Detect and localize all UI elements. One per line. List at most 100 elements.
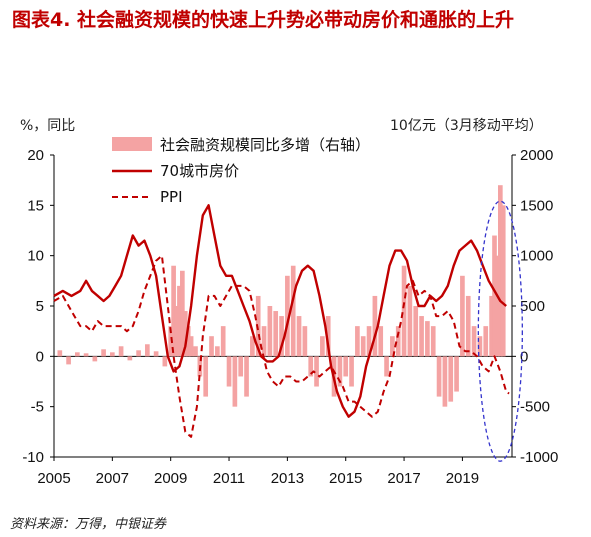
financing-bar	[471, 326, 477, 357]
financing-bar	[177, 285, 182, 357]
financing-bar	[83, 353, 89, 357]
financing-bar	[320, 336, 325, 357]
financing-bar	[349, 356, 354, 387]
financing-bar	[495, 255, 500, 357]
legend-label-ppi: PPI	[160, 188, 183, 206]
right-tick-label: 500	[520, 298, 545, 315]
source-note: 资料来源：万得，中银证券	[10, 517, 167, 532]
financing-bar	[407, 285, 413, 357]
legend-swatch-bars	[112, 137, 152, 151]
x-tick-label: 2007	[96, 470, 129, 487]
financing-bar	[401, 265, 407, 357]
left-tick-label: 0	[36, 348, 44, 365]
left-tick-label: 15	[27, 197, 44, 214]
financing-bar	[337, 356, 343, 387]
financing-bar	[425, 321, 430, 357]
financing-bar	[110, 352, 115, 357]
financing-bar	[325, 316, 331, 357]
chart-title: 图表4. 社会融资规模的快速上升势必带动房价和通胀的上升	[12, 9, 515, 31]
left-tick-label: 10	[27, 248, 44, 265]
financing-bar	[136, 350, 141, 357]
x-tick-label: 2015	[329, 470, 362, 487]
financing-bar	[285, 275, 290, 357]
financing-bar	[250, 336, 255, 357]
legend-label-bars: 社会融资规模同比多增（右轴）	[160, 136, 370, 154]
x-tick-label: 2017	[387, 470, 420, 487]
x-tick-label: 2011	[213, 470, 245, 487]
financing-bar	[193, 346, 198, 357]
financing-bar	[483, 326, 489, 357]
right-tick-label: 1500	[520, 197, 553, 214]
financing-bar	[273, 311, 279, 357]
financing-bar	[384, 356, 389, 377]
financing-bar	[497, 185, 503, 357]
financing-bar	[215, 346, 220, 357]
left-tick-label: 20	[27, 147, 44, 164]
ppi-line	[53, 254, 510, 438]
left-axis-unit: %，同比	[20, 118, 76, 134]
financing-bar	[500, 205, 506, 357]
financing-bar	[314, 356, 319, 387]
right-tick-label: 1000	[520, 248, 553, 265]
house-price-line	[53, 204, 507, 418]
financing-bar	[174, 306, 179, 357]
financing-bar	[180, 270, 185, 357]
financing-bar	[101, 349, 106, 357]
financing-bar	[448, 356, 454, 402]
financing-bar	[378, 326, 384, 357]
financing-bar	[465, 295, 471, 357]
financing-bar	[209, 336, 214, 357]
financing-bar	[372, 295, 378, 357]
financing-bar	[162, 356, 168, 367]
financing-bar	[366, 326, 372, 357]
financing-bar	[182, 311, 188, 357]
right-axis-unit: 10亿元（3月移动平均）	[390, 118, 543, 134]
x-tick-label: 2013	[271, 470, 304, 487]
financing-bar	[232, 356, 238, 407]
financing-bar	[302, 326, 308, 357]
x-tick-label: 2019	[446, 470, 479, 487]
highlight-ellipse	[477, 200, 523, 462]
financing-bar	[261, 326, 267, 357]
financing-bar	[171, 265, 176, 357]
financing-bar	[279, 316, 284, 357]
right-tick-label: -500	[520, 399, 550, 416]
financing-bar	[360, 336, 366, 357]
financing-bar	[296, 316, 302, 357]
financing-bar	[57, 350, 63, 357]
financing-bar	[395, 326, 401, 357]
watermark	[471, 517, 591, 537]
financing-bar	[226, 356, 232, 387]
financing-bar	[419, 316, 424, 357]
financing-bar	[153, 351, 159, 357]
right-tick-label: 0	[520, 348, 528, 365]
financing-bar	[203, 356, 209, 397]
financing-bar	[118, 346, 124, 357]
financing-bar	[75, 352, 80, 357]
financing-bar	[492, 235, 497, 357]
financing-bar	[477, 336, 483, 357]
financing-bar	[188, 336, 194, 357]
financing-bar	[244, 356, 249, 397]
financing-bar	[168, 326, 174, 357]
right-tick-label: -1000	[520, 449, 558, 466]
financing-bar	[489, 295, 494, 357]
financing-bar	[442, 356, 448, 407]
financing-bar	[454, 356, 459, 392]
left-tick-label: 5	[36, 298, 44, 315]
x-tick-label: 2009	[154, 470, 187, 487]
financing-bar	[343, 356, 349, 377]
financing-bar	[430, 326, 436, 357]
financing-bar	[220, 326, 226, 357]
financing-bar	[185, 326, 191, 357]
financing-bar	[66, 356, 71, 365]
left-tick-label: -5	[31, 399, 44, 416]
right-tick-label: 2000	[520, 147, 553, 164]
financing-bar	[145, 344, 150, 357]
legend-label-house: 70城市房价	[160, 162, 239, 180]
financing-bar	[460, 275, 465, 357]
financing-bar	[238, 356, 244, 377]
financing-bar	[290, 265, 296, 357]
financing-bar	[390, 336, 395, 357]
